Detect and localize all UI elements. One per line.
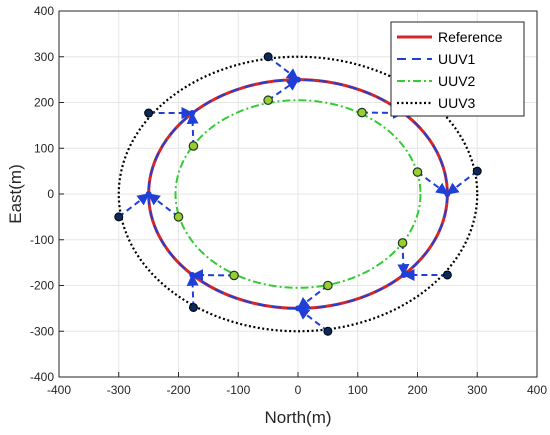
uuv1-point bbox=[444, 191, 451, 197]
link-arrow bbox=[416, 171, 449, 195]
y-tick-labels: 400 300 200 100 0 -100 -200 -300 -400 bbox=[30, 4, 64, 384]
y-axis-label: East(m) bbox=[6, 164, 25, 224]
uuv3-point bbox=[442, 270, 452, 280]
link-arrow bbox=[267, 78, 299, 102]
series-uuv2 bbox=[174, 99, 422, 289]
x-tick-label: 0 bbox=[295, 383, 302, 397]
points-layer bbox=[114, 52, 482, 336]
uuv1-point bbox=[295, 76, 301, 83]
y-tick-label: 100 bbox=[34, 141, 54, 155]
uuv2-point bbox=[229, 270, 239, 281]
uuv3-point bbox=[188, 302, 198, 312]
legend-label: Reference bbox=[438, 29, 503, 45]
link-arrow bbox=[186, 273, 199, 308]
y-tick-label: -400 bbox=[30, 370, 54, 384]
link-arrow bbox=[297, 307, 329, 333]
uuv2-point bbox=[397, 238, 408, 248]
y-tick-label: 200 bbox=[34, 96, 54, 110]
uuv3-point bbox=[323, 326, 333, 336]
x-tick-label: 400 bbox=[527, 383, 547, 397]
y-tick-label: 0 bbox=[47, 187, 54, 201]
link-arrow bbox=[397, 242, 410, 277]
uuv3-point bbox=[472, 166, 482, 176]
link-arrow bbox=[186, 111, 199, 146]
legend-label: UUV2 bbox=[438, 73, 476, 89]
y-tick-label: -200 bbox=[30, 279, 54, 293]
uuv2-point bbox=[412, 167, 423, 177]
uuv1-point bbox=[189, 110, 196, 117]
x-tick-label: 100 bbox=[348, 383, 368, 397]
series-uuv3 bbox=[117, 55, 479, 333]
uuv3-point bbox=[114, 212, 124, 222]
uuv2-point bbox=[188, 141, 199, 151]
uuv1-point bbox=[400, 271, 407, 278]
uuv2-point bbox=[323, 280, 333, 291]
x-tick-labels: -400 -300 -200 -100 0 100 200 300 400 bbox=[47, 372, 547, 397]
uuv1-point bbox=[145, 191, 152, 197]
x-tick-label: -400 bbox=[47, 383, 71, 397]
legend-label: UUV1 bbox=[438, 51, 476, 67]
x-tick-label: 200 bbox=[407, 383, 427, 397]
x-tick-label: 300 bbox=[467, 383, 487, 397]
uuv2-point bbox=[173, 212, 184, 222]
link-arrow bbox=[297, 284, 329, 310]
link-arrow bbox=[446, 170, 478, 195]
link-layer bbox=[118, 55, 478, 333]
uuv1-point bbox=[295, 305, 301, 312]
link-arrow bbox=[118, 193, 150, 218]
x-axis-label: North(m) bbox=[264, 408, 331, 427]
x-tick-label: -300 bbox=[107, 383, 131, 397]
link-arrow bbox=[267, 55, 299, 81]
y-tick-label: 300 bbox=[34, 50, 54, 64]
uuv1-point bbox=[189, 271, 196, 278]
y-tick-label: -300 bbox=[30, 324, 54, 338]
uuv2-point bbox=[357, 107, 367, 118]
uuv3-point bbox=[144, 108, 154, 118]
x-tick-label: -100 bbox=[226, 383, 250, 397]
x-tick-label: -200 bbox=[166, 383, 190, 397]
legend-label: UUV3 bbox=[438, 95, 476, 111]
link-arrow bbox=[147, 193, 180, 218]
legend: Reference UUV1 UUV2 UUV3 bbox=[390, 21, 525, 117]
uuv2-point bbox=[263, 95, 273, 106]
y-tick-label: 400 bbox=[34, 4, 54, 18]
uuv3-point bbox=[263, 52, 273, 62]
y-tick-label: -100 bbox=[30, 233, 54, 247]
